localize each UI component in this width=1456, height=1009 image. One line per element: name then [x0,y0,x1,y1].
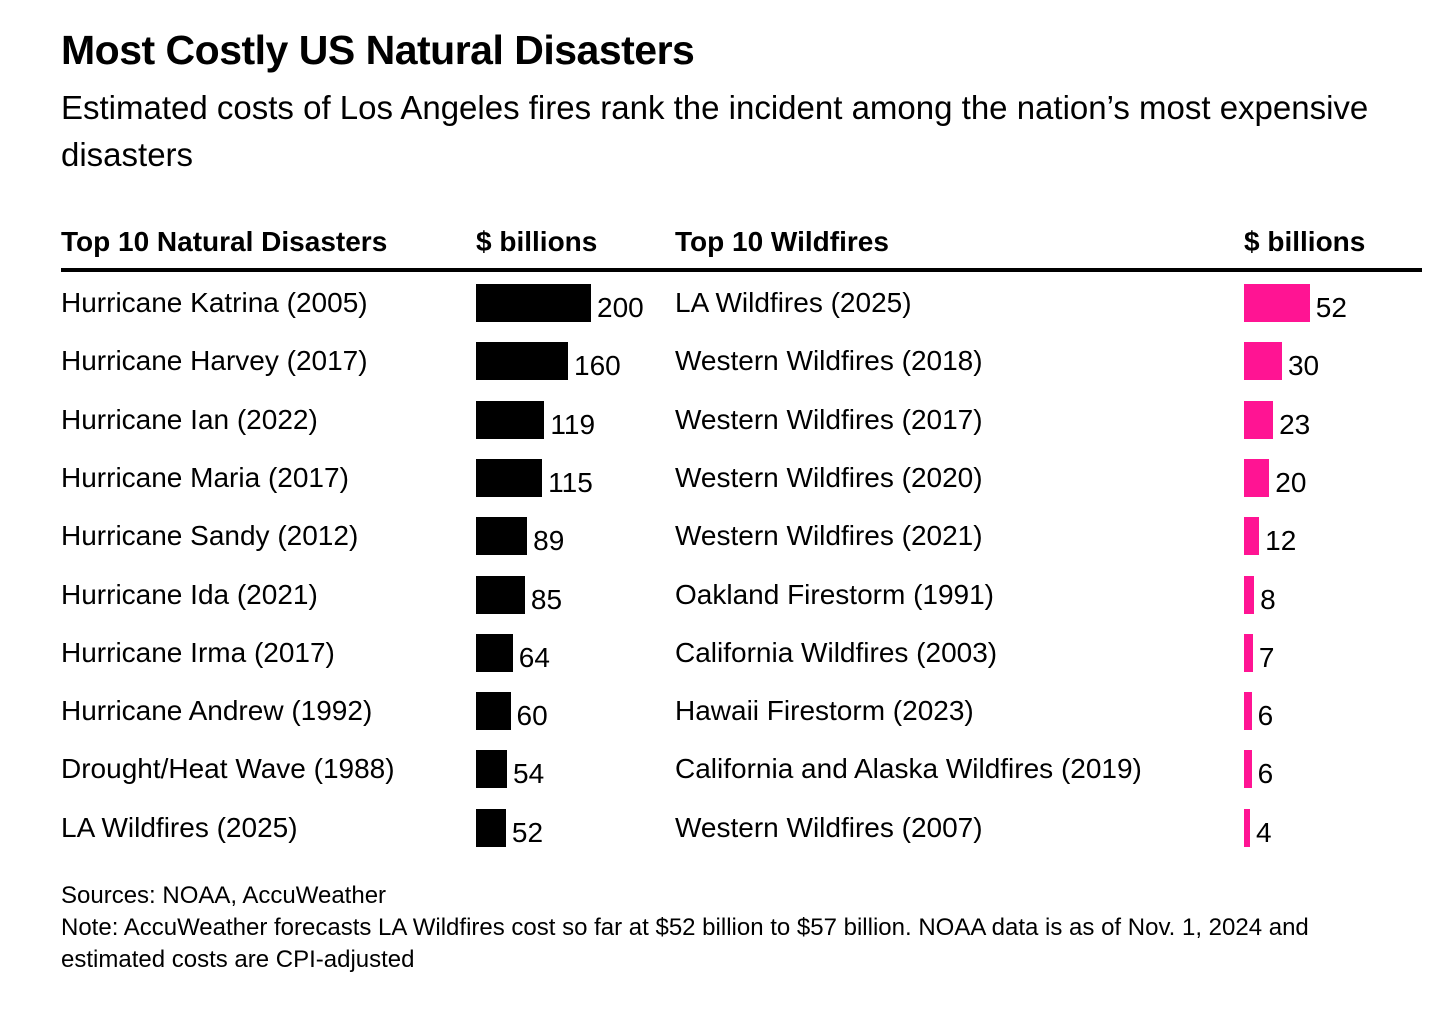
wildfires-bar [1244,400,1274,439]
disasters-row-label: Hurricane Sandy (2012) [61,520,359,552]
wildfires-row-label: California Wildfires (2003) [675,636,998,668]
wildfires-value-label: 4 [1256,816,1272,848]
wildfires-value-label: 8 [1260,583,1276,615]
wildfires-value-label: 23 [1279,408,1311,440]
chart-title: Most Costly US Natural Disasters [61,27,695,73]
disasters-value-label: 60 [516,700,548,732]
wildfires-value-label: 20 [1275,466,1307,498]
wildfires-bar [1244,575,1255,614]
wildfires-bar [1244,750,1252,789]
wildfires-value-label: 6 [1257,700,1274,732]
disasters-value-label: 115 [548,466,593,498]
wildfires-bar [1244,808,1250,847]
disasters-bar [476,633,513,672]
wildfires-bar [1244,692,1252,731]
disasters-bar [476,400,545,439]
wildfires-row-label: Western Wildfires (2018) [675,345,983,377]
wildfires-row-label: Oakland Firestorm (1991) [675,578,995,610]
wildfires-bar [1244,633,1253,672]
disasters-bar [476,517,528,556]
disasters-row-label: Drought/Heat Wave (1988) [61,753,395,785]
header-rule [61,268,1422,272]
wildfires-row-label: Western Wildfires (2017) [675,403,983,435]
disasters-row-label: Hurricane Andrew (1992) [61,695,373,727]
disasters-value-label: 54 [513,758,545,790]
disasters-value-label: 200 [597,292,644,323]
disasters-bar [476,575,525,614]
disasters-column-header: Top 10 Natural Disasters [61,226,388,257]
disasters-row-label: LA Wildfires (2025) [61,811,298,843]
disasters-bar [476,808,506,847]
chart-subtitle: Estimated costs of Los Angeles fires ran… [61,89,1369,173]
wildfires-bar [1244,342,1282,381]
disasters-value-label: 160 [574,350,621,382]
wildfires-value-label: 12 [1265,525,1297,557]
disasters-bar [476,750,508,789]
wildfires-bar [1244,284,1310,322]
disasters-row-label: Hurricane Ida (2021) [61,578,318,610]
wildfires-value-label: 52 [1315,292,1347,323]
disasters-row-label: Hurricane Harvey (2017) [61,345,368,377]
disasters-bar [476,458,543,497]
disasters-row-label: Hurricane Katrina (2005) [61,287,368,318]
wildfires-row-label: Hawaii Firestorm (2023) [675,695,974,727]
disasters-value-label: 89 [533,525,565,557]
disasters-bar [476,692,511,731]
wildfires-value-label: 30 [1287,350,1320,382]
disasters-bar [476,342,568,381]
wildfires-row-label: California and Alaska Wildfires (2019) [675,753,1142,785]
wildfires-row-label: Western Wildfires (2007) [675,811,983,843]
disasters-value-label: 52 [511,816,544,848]
disasters-row-label: Hurricane Ian (2022) [61,403,318,435]
wildfires-bar [1244,517,1260,556]
disasters-value-label: 64 [518,641,550,673]
sources-note: Sources: NOAA, AccuWeather [61,882,387,909]
disasters-value-label: 85 [530,583,563,615]
wildfires-value-label: 6 [1257,758,1274,790]
disasters-value-header: $ billions [476,226,598,257]
disasters-row-label: Hurricane Irma (2017) [61,636,335,668]
disasters-bar [476,284,591,322]
wildfires-row-label: Western Wildfires (2020) [675,461,983,493]
disasters-value-label: 119 [550,408,596,440]
footnote: Note: AccuWeather forecasts LA Wildfires… [61,914,1309,973]
wildfires-value-header: $ billions [1244,226,1366,257]
wildfires-row-label: Western Wildfires (2021) [675,520,983,552]
disasters-row-label: Hurricane Maria (2017) [61,461,349,493]
wildfires-bar [1244,458,1270,497]
wildfires-value-label: 7 [1258,641,1275,673]
wildfires-row-label: LA Wildfires (2025) [675,287,912,318]
wildfires-column-header: Top 10 Wildfires [675,226,889,257]
